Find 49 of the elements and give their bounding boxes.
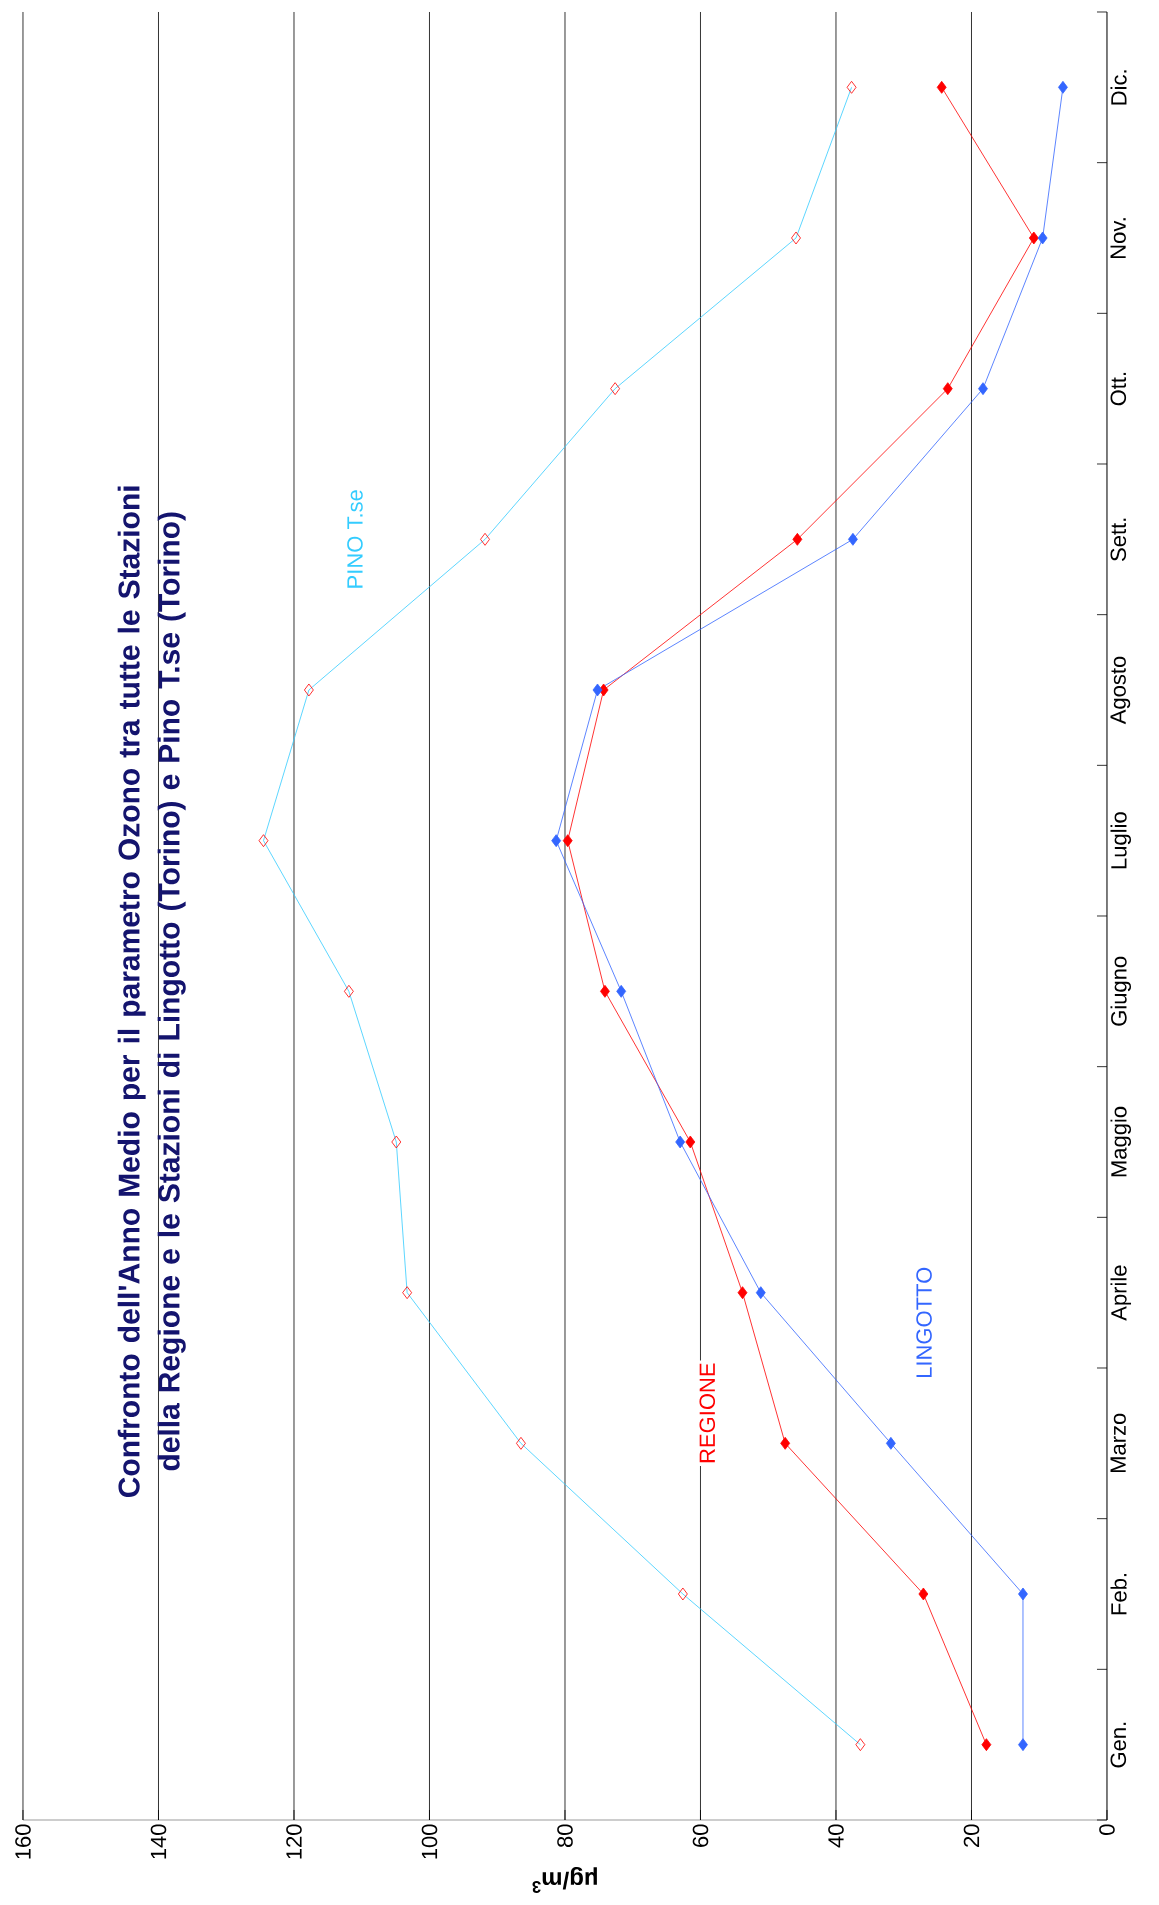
x-tick-label: 160 [15, 1824, 31, 1859]
point [942, 382, 953, 396]
text: PINO T.se [347, 490, 363, 588]
point [755, 1286, 766, 1300]
point [978, 382, 988, 396]
y-tick-label: Ott. [1110, 372, 1127, 406]
text: Confronto dell'Anno Medio per il parametro Ozono tra tutte le Stazioni della Regione e le Stazioni di Lingotto (Torino) e Pino T.se (Torino) [117, 486, 186, 1498]
point [848, 532, 858, 546]
y-tick-label: Dic. [1110, 70, 1127, 105]
point [1018, 1738, 1028, 1752]
point [675, 1135, 686, 1149]
point [885, 1436, 896, 1450]
point [918, 1587, 929, 1601]
x-tick-label: 40 [828, 1824, 844, 1848]
y-tick-label: Aprile [1110, 1265, 1132, 1321]
x-tick-label: 120 [286, 1824, 302, 1859]
point [592, 683, 603, 697]
text: REGIONE [699, 1363, 716, 1463]
y-tick-label: Giugno [1110, 956, 1132, 1026]
y-tick-label: Gen. [1110, 1722, 1127, 1768]
y-tick-label: Sett. [1110, 518, 1127, 561]
y-tick-label: Agosto [1110, 656, 1131, 725]
point [936, 80, 947, 94]
y-tick-label: Nov. [1110, 218, 1126, 258]
x-tick-label: 140 [150, 1824, 167, 1859]
text: LINGOTTO [916, 1267, 932, 1378]
y-tick-label: Maggio [1110, 1106, 1132, 1177]
x-tick-label: 0 [1099, 1824, 1115, 1835]
point [737, 1286, 748, 1300]
point [1058, 80, 1068, 94]
point [780, 1436, 791, 1450]
point [562, 834, 573, 848]
y-tick-label: Feb. [1110, 1573, 1127, 1615]
x-axis-title: μg/m$^{3}$ [532, 1867, 597, 1893]
point [1028, 231, 1039, 245]
y-tick-label: Marzo [1110, 1413, 1126, 1473]
x-tick-label: 80 [557, 1824, 573, 1848]
point [600, 984, 610, 998]
x-tick-label: 20 [963, 1824, 980, 1847]
x-tick-label: 60 [692, 1824, 709, 1847]
y-tick-label: Luglio [1110, 812, 1132, 869]
point [685, 1135, 696, 1149]
point [1037, 231, 1048, 245]
x-tick-label: 100 [421, 1824, 438, 1859]
point [792, 532, 803, 546]
point [981, 1738, 992, 1752]
point [616, 984, 627, 998]
point [551, 834, 562, 848]
point [1018, 1587, 1028, 1601]
